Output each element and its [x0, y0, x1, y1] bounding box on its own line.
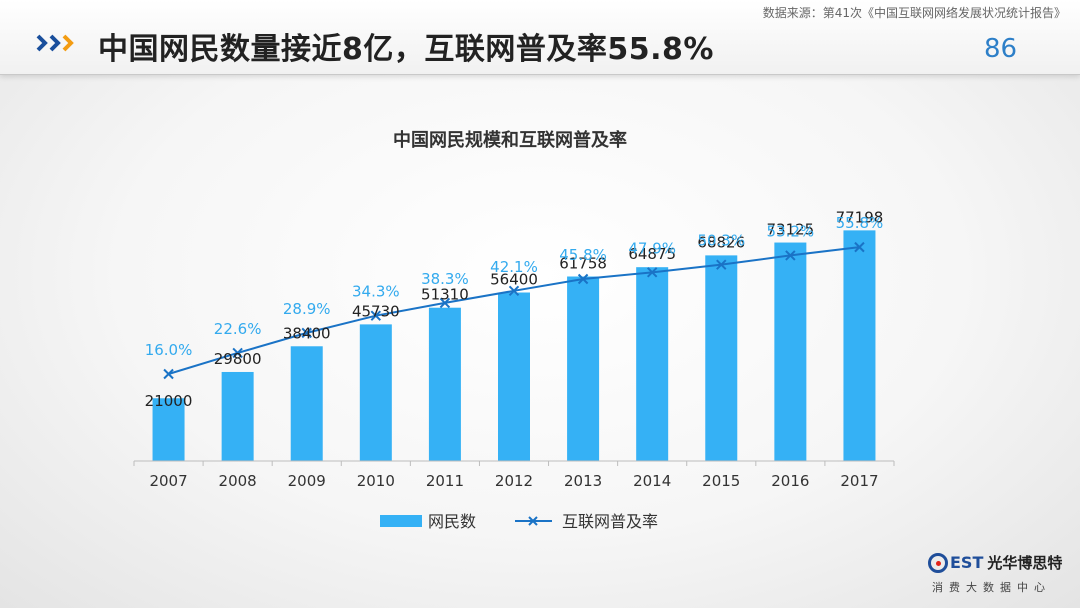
- x-tick-label-2010: 2010: [357, 472, 395, 490]
- x-tick-label-2012: 2012: [495, 472, 533, 490]
- x-tick-label-2011: 2011: [426, 472, 464, 490]
- bar-2014: [636, 267, 669, 461]
- bar-2015: [705, 255, 738, 461]
- logo-latin: EST: [950, 553, 984, 572]
- line-marker-2017: [854, 241, 865, 253]
- rate-label-2014: 47.9%: [628, 239, 676, 257]
- line-marker-2011: [439, 297, 451, 309]
- logo-mark-icon: [928, 552, 948, 573]
- rate-label-2015: 50.3%: [697, 232, 745, 250]
- rate-label-2013: 45.8%: [559, 246, 607, 264]
- bar-value-label-2007: 21000: [145, 392, 193, 410]
- company-logo: EST 光华博思特 消费大数据中心: [928, 552, 1062, 595]
- bar-value-label-2008: 29800: [214, 350, 262, 368]
- x-tick-label-2008: 2008: [219, 472, 257, 490]
- bar-2008: [221, 371, 254, 461]
- logo-subtitle: 消费大数据中心: [932, 581, 1051, 594]
- header-bar: 中国网民数量接近8亿，互联网普及率55.8% 数据来源：第41次《中国互联网网络…: [0, 0, 1080, 75]
- legend-bar-swatch: [380, 515, 422, 527]
- bar-value-label-2015: 68826: [697, 233, 745, 251]
- chart-title: 中国网民规模和互联网普及率: [393, 129, 627, 151]
- x-tick-label-2009: 2009: [288, 472, 326, 490]
- data-source: 数据来源：第41次《中国互联网网络发展状况统计报告》: [762, 6, 1066, 20]
- bar-value-label-2009: 38400: [283, 324, 331, 342]
- rate-label-2012: 42.1%: [490, 258, 538, 276]
- x-tick-label-2013: 2013: [564, 472, 602, 490]
- bar-value-label-2013: 61758: [559, 254, 607, 272]
- line-marker-2010: [370, 310, 382, 321]
- legend-line-marker: [528, 516, 538, 526]
- line-marker-2015: [716, 259, 727, 270]
- rate-label-2007: 16.0%: [145, 341, 193, 359]
- bar-2016: [774, 242, 807, 461]
- bar-2012: [498, 292, 530, 461]
- bar-value-label-2016: 73125: [767, 221, 815, 239]
- bar-2013: [567, 276, 600, 461]
- bar-2009: [290, 346, 323, 461]
- line-marker-2009: [301, 327, 312, 339]
- bar-2010: [359, 324, 392, 461]
- bar-value-label-2010: 45730: [352, 302, 400, 320]
- line-marker-2014: [646, 267, 658, 278]
- line-marker-2007: [163, 368, 174, 380]
- bar-2011: [428, 307, 461, 461]
- bar-2007: [152, 398, 185, 461]
- rate-label-2016: 53.2%: [767, 222, 815, 240]
- x-tick-label-2017: 2017: [840, 472, 878, 490]
- rate-label-2010: 34.3%: [352, 283, 400, 301]
- page-number: 86: [984, 34, 1018, 64]
- x-tick-label-2007: 2007: [149, 472, 187, 490]
- x-tick-label-2016: 2016: [771, 472, 809, 490]
- logo-name: 光华博思特: [987, 554, 1063, 572]
- x-tick-label-2014: 2014: [633, 472, 671, 490]
- chevrons-icon: [36, 34, 74, 52]
- bar-2017: [843, 230, 876, 461]
- bar-value-label-2017: 77198: [836, 208, 884, 226]
- bar-value-label-2011: 51310: [421, 286, 469, 304]
- page-title: 中国网民数量接近8亿，互联网普及率55.8%: [98, 32, 714, 67]
- line-marker-2008: [232, 347, 243, 359]
- x-tick-label-2015: 2015: [702, 472, 740, 490]
- rate-label-2008: 22.6%: [214, 320, 262, 338]
- legend-bar-label: 网民数: [428, 512, 476, 531]
- bar-value-label-2014: 64875: [628, 245, 676, 263]
- rate-label-2017: 55.8%: [836, 214, 884, 232]
- rate-label-2009: 28.9%: [283, 300, 331, 318]
- bar-value-label-2012: 56400: [490, 271, 538, 289]
- line-marker-2016: [785, 250, 796, 261]
- rate-label-2011: 38.3%: [421, 270, 469, 288]
- line-marker-2012: [508, 285, 520, 297]
- line-marker-2013: [577, 273, 589, 285]
- legend-line-label: 互联网普及率: [562, 512, 658, 531]
